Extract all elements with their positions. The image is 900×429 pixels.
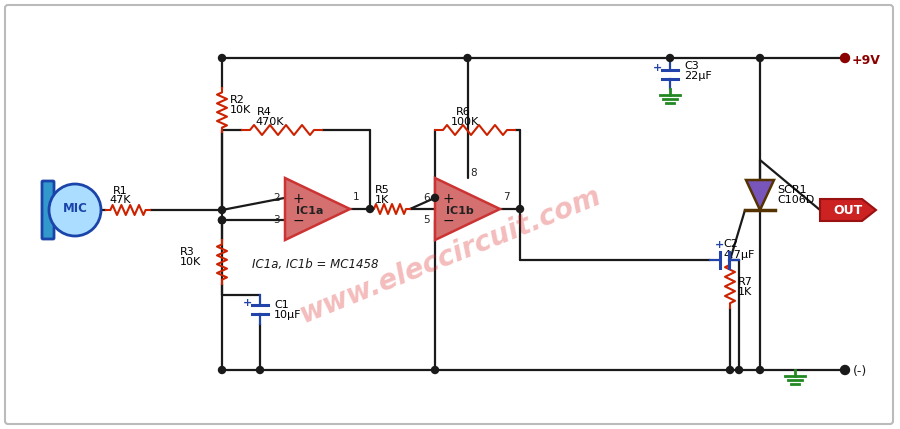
Text: IC1a, IC1b = MC1458: IC1a, IC1b = MC1458 bbox=[252, 258, 378, 271]
Text: 6: 6 bbox=[423, 193, 430, 203]
Text: 3: 3 bbox=[274, 215, 280, 225]
Circle shape bbox=[219, 206, 226, 214]
Polygon shape bbox=[285, 178, 350, 240]
Circle shape bbox=[219, 217, 226, 224]
Text: 5: 5 bbox=[423, 215, 430, 225]
Text: R7: R7 bbox=[738, 277, 753, 287]
Circle shape bbox=[517, 205, 524, 212]
Circle shape bbox=[757, 366, 763, 374]
Text: 1K: 1K bbox=[375, 195, 389, 205]
Text: www.eleccircuit.com: www.eleccircuit.com bbox=[295, 181, 605, 329]
Circle shape bbox=[667, 54, 673, 61]
Text: 4.7μF: 4.7μF bbox=[723, 250, 754, 260]
Text: 100K: 100K bbox=[451, 117, 479, 127]
Text: +: + bbox=[715, 240, 724, 250]
Text: R5: R5 bbox=[374, 185, 390, 195]
Text: R4: R4 bbox=[256, 107, 272, 117]
Circle shape bbox=[841, 366, 850, 375]
Text: IC1b: IC1b bbox=[446, 206, 473, 216]
Text: 1K: 1K bbox=[738, 287, 752, 297]
Text: 2: 2 bbox=[274, 193, 280, 203]
Polygon shape bbox=[820, 199, 876, 221]
Circle shape bbox=[726, 366, 734, 374]
Circle shape bbox=[366, 205, 373, 212]
Polygon shape bbox=[435, 178, 500, 240]
Text: 22μF: 22μF bbox=[684, 71, 712, 81]
Circle shape bbox=[256, 366, 264, 374]
Text: MIC: MIC bbox=[63, 202, 87, 215]
Text: 1: 1 bbox=[353, 192, 360, 202]
Text: +9V: +9V bbox=[852, 54, 881, 66]
Text: (-): (-) bbox=[853, 366, 868, 378]
FancyBboxPatch shape bbox=[42, 181, 54, 239]
Circle shape bbox=[49, 184, 101, 236]
FancyBboxPatch shape bbox=[5, 5, 893, 424]
Text: 470K: 470K bbox=[256, 117, 284, 127]
Text: R2: R2 bbox=[230, 95, 245, 105]
Text: +: + bbox=[652, 63, 662, 73]
Text: +: + bbox=[443, 192, 454, 206]
Circle shape bbox=[735, 366, 742, 374]
Text: +: + bbox=[293, 192, 304, 206]
Text: C3: C3 bbox=[684, 61, 698, 71]
Text: −: − bbox=[443, 214, 454, 228]
Circle shape bbox=[464, 54, 471, 61]
Circle shape bbox=[219, 54, 226, 61]
Text: +: + bbox=[242, 298, 252, 308]
Text: 10μF: 10μF bbox=[274, 310, 302, 320]
Text: 10K: 10K bbox=[180, 257, 202, 267]
Text: IC1a: IC1a bbox=[296, 206, 323, 216]
Text: 10K: 10K bbox=[230, 105, 251, 115]
Circle shape bbox=[431, 366, 438, 374]
Circle shape bbox=[219, 217, 226, 224]
Text: 8: 8 bbox=[471, 168, 477, 178]
Circle shape bbox=[757, 54, 763, 61]
Text: −: − bbox=[293, 214, 304, 228]
Circle shape bbox=[431, 194, 438, 201]
Text: C106D: C106D bbox=[777, 195, 815, 205]
Text: 7: 7 bbox=[503, 192, 509, 202]
Text: R6: R6 bbox=[455, 107, 471, 117]
Text: R3: R3 bbox=[180, 247, 194, 257]
Text: C1: C1 bbox=[274, 300, 289, 310]
Text: 47K: 47K bbox=[109, 195, 130, 205]
Text: SCR1: SCR1 bbox=[777, 185, 806, 195]
Circle shape bbox=[219, 366, 226, 374]
Text: OUT: OUT bbox=[833, 205, 862, 218]
Polygon shape bbox=[746, 180, 774, 210]
Text: C2: C2 bbox=[723, 239, 738, 249]
Text: R1: R1 bbox=[112, 186, 128, 196]
Circle shape bbox=[841, 54, 850, 63]
